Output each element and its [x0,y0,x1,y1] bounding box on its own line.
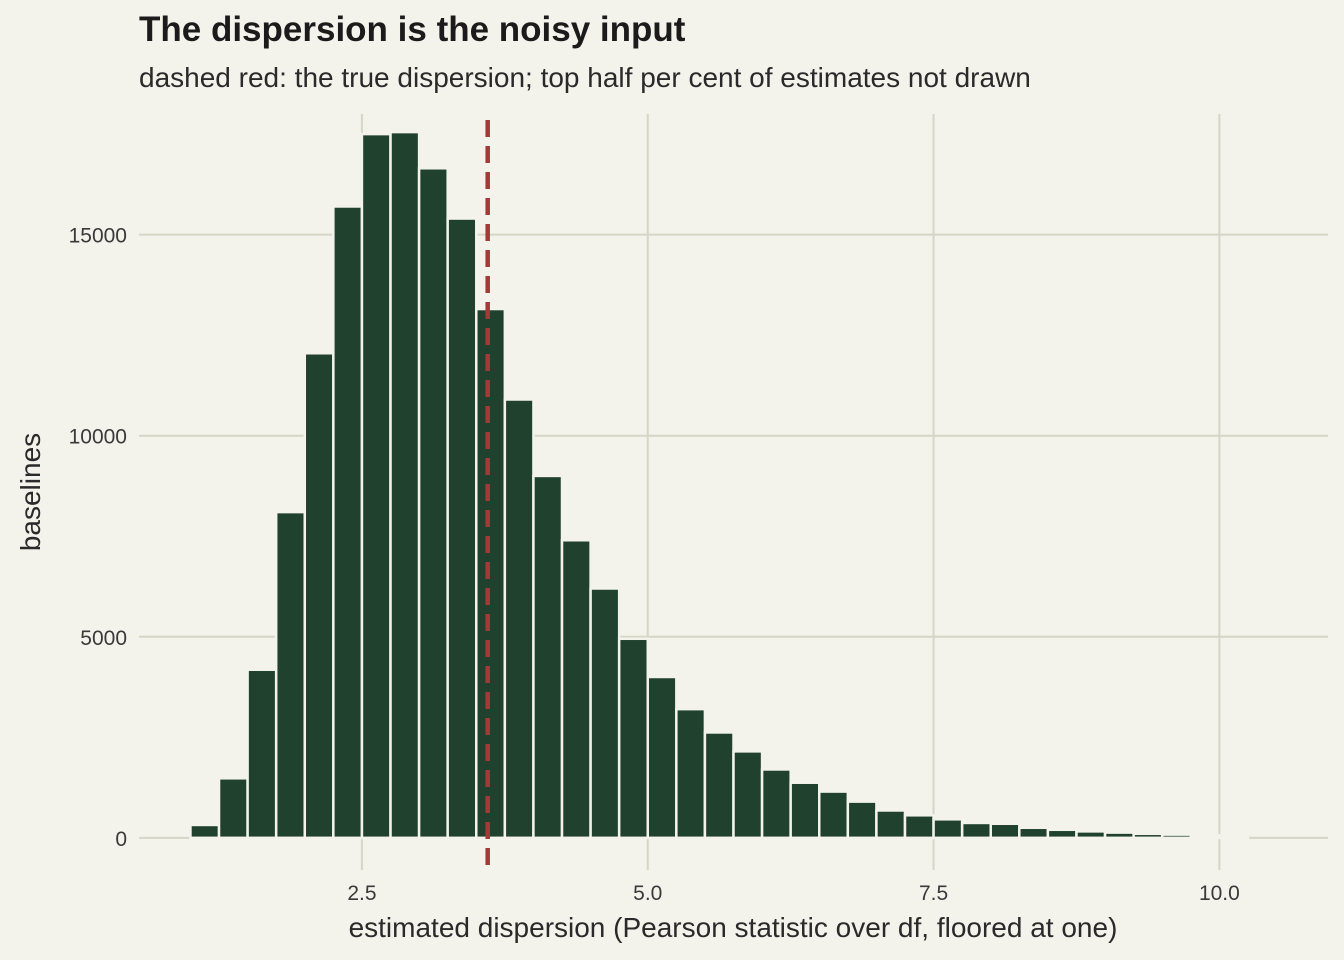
histogram-bar-8 [417,167,449,840]
histogram-bar-31 [1075,830,1107,840]
histogram-bar-12 [532,474,564,840]
histogram-bar-34 [1160,833,1193,840]
histogram-bar-1 [217,777,249,840]
bars-layer [189,130,1250,840]
x-tick-label-1: 5.0 [633,882,662,905]
histogram-bar-28 [989,822,1021,840]
histogram-bar-24 [875,809,907,840]
histogram-bar-19 [732,750,764,840]
y-tick-label-0: 0 [115,828,127,851]
histogram-bar-33 [1132,832,1164,840]
histogram-bar-4 [303,352,335,840]
histogram-bar-35 [1189,834,1221,840]
y-axis-title: baselines [15,433,46,551]
histogram-bar-20 [760,768,792,840]
histogram-bar-13 [560,539,592,840]
histogram-bar-26 [932,818,964,840]
x-axis-title: estimated dispersion (Pearson statistic … [349,912,1118,943]
histogram-bar-11 [503,398,535,840]
y-tick-label-3: 15000 [69,225,127,248]
histogram-bar-36 [1218,834,1250,840]
x-tick-label-2: 7.5 [919,882,948,905]
y-tick-label-1: 5000 [80,627,127,650]
histogram-bar-16 [646,675,678,840]
x-tick-label-0: 2.5 [347,882,376,905]
y-tick-label-2: 10000 [69,426,127,449]
histogram-bar-15 [617,637,650,840]
histogram-bar-27 [960,821,992,840]
histogram-bar-32 [1103,831,1135,840]
histogram-bar-6 [360,132,392,840]
histogram-bar-10 [475,307,507,840]
histogram-bar-21 [789,781,821,840]
histogram-bar-0 [189,823,221,840]
histogram-bar-2 [246,668,278,840]
histogram-bar-7 [389,130,421,840]
histogram-bar-22 [817,790,850,840]
histogram-bar-5 [332,205,364,840]
histogram-bar-25 [903,814,935,840]
histogram-bar-29 [1018,826,1050,840]
x-tick-label-3: 10.0 [1199,882,1240,905]
chart-subtitle: dashed red: the true dispersion; top hal… [139,62,1031,93]
chart-title: The dispersion is the noisy input [139,10,686,49]
histogram-bar-3 [274,510,307,840]
histogram-bar-9 [446,217,478,840]
histogram-bar-14 [589,587,621,840]
histogram-bar-23 [846,800,878,840]
histogram-bar-18 [703,731,735,840]
histogram-bar-17 [675,707,707,840]
tick-labels-layer: 0 5000 10000 15000 2.5 5.0 7.5 10.0 [69,225,1240,905]
histogram-bar-30 [1046,828,1078,840]
